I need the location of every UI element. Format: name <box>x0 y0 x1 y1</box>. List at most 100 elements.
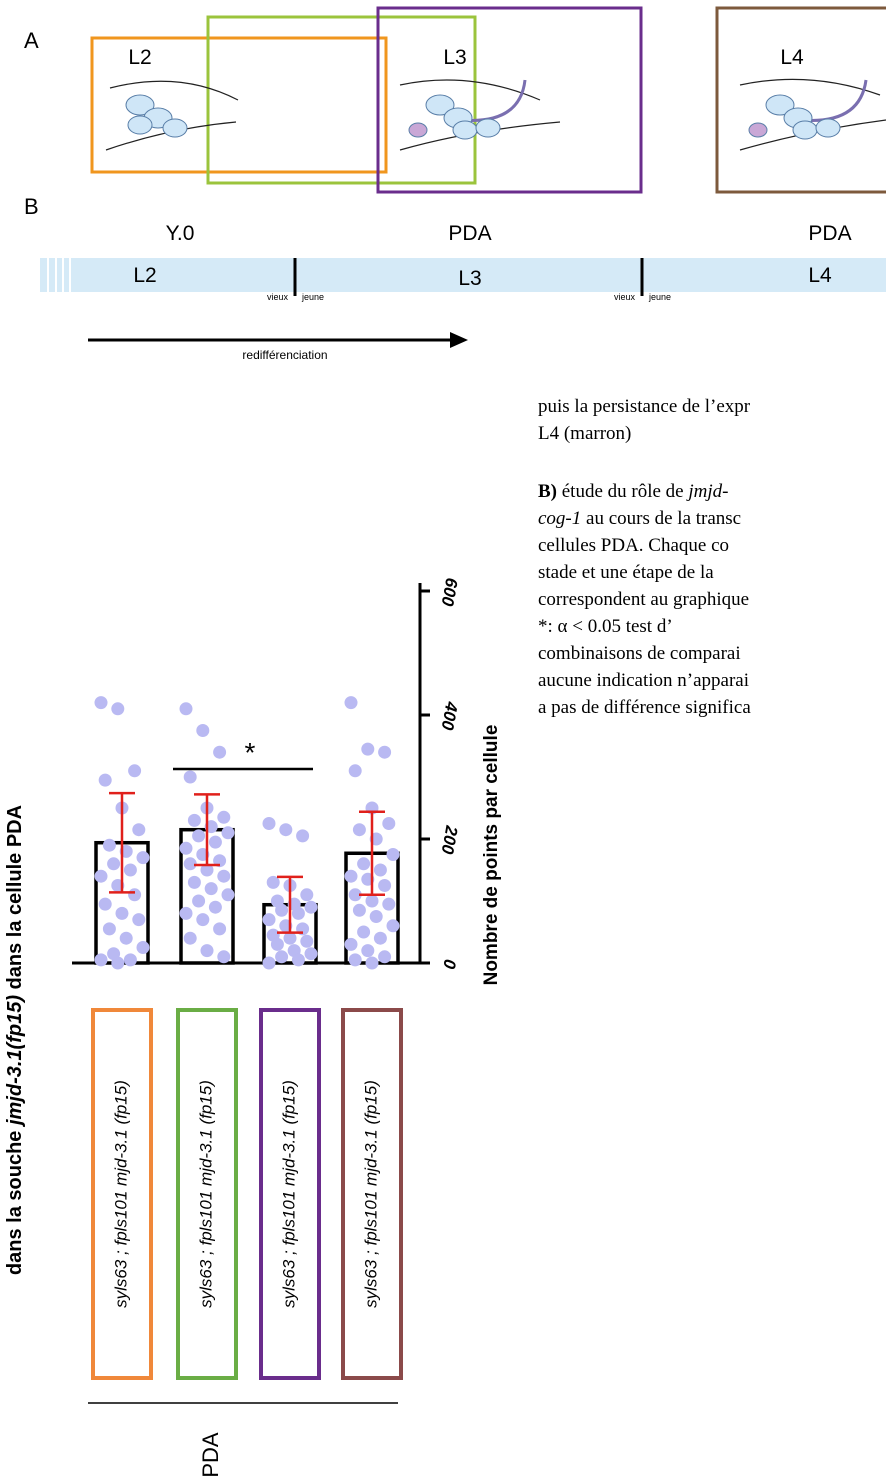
stage-box <box>206 15 477 185</box>
text-line: cellules PDA. Chaque co <box>538 535 729 556</box>
data-point <box>348 888 362 902</box>
data-point <box>196 913 210 927</box>
text-span: jmjd- <box>685 481 728 502</box>
data-point <box>107 857 121 871</box>
stage-box <box>376 6 643 194</box>
title-span: jmjd-3.1(fp15) <box>4 995 26 1128</box>
y-tick-label: 600 <box>438 576 462 608</box>
data-point <box>123 953 137 967</box>
text-line: aucune indication n’apparai <box>538 670 749 691</box>
text-block: puis la persistance de l’expr L4 (marron)… <box>538 396 751 718</box>
timeline <box>40 258 886 292</box>
significance-label: * <box>245 737 256 768</box>
text-line: stade et une étape de la <box>538 562 714 583</box>
data-point <box>348 953 362 967</box>
marker-label: jeune <box>301 292 324 302</box>
data-point <box>378 879 392 892</box>
data-point <box>179 841 193 855</box>
data-point <box>98 773 112 787</box>
group-label: PDA <box>198 1432 223 1478</box>
x-tick-label: syls63 ; fpls101 mjd-3.1 (fp15) <box>111 1080 130 1308</box>
data-point <box>94 869 108 883</box>
text-span: cog-1 <box>538 508 581 529</box>
data-point <box>98 897 112 911</box>
chart: 0 200 400 600 syls63 ; fpls101 mjd-3.1 (fp15… <box>4 576 502 1477</box>
data-point <box>200 944 214 958</box>
cells <box>125 94 841 140</box>
data-point <box>373 863 387 877</box>
data-point <box>361 742 375 756</box>
data-point <box>365 956 379 970</box>
data-point <box>221 826 235 840</box>
data-point <box>357 925 371 939</box>
data-point <box>352 823 366 837</box>
text-span: stade et une étape de la <box>538 562 714 583</box>
data-point <box>136 851 150 865</box>
category-box <box>176 1008 238 1380</box>
text-span: a pas de différence significa <box>538 697 751 718</box>
text-line: puis la persistance de l’expr <box>538 396 751 417</box>
data-point <box>378 745 392 759</box>
data-point <box>111 956 125 970</box>
data-point <box>196 724 210 737</box>
stage-box <box>715 6 886 194</box>
x-tick-label: syls63 ; fpls101 mjd-3.1 (fp15) <box>279 1080 298 1308</box>
data-point <box>213 922 227 936</box>
text-line: a pas de différence significa <box>538 697 751 718</box>
data-point <box>344 869 358 883</box>
data-point <box>386 848 400 861</box>
data-point <box>132 913 146 927</box>
text-span: L4 (marron) <box>538 423 631 444</box>
worm-drawings <box>105 78 886 151</box>
data-point <box>291 953 305 967</box>
data-point <box>344 696 358 710</box>
text-line: *: α < 0.05 test d’ <box>538 616 673 637</box>
data-point <box>304 947 318 961</box>
text-span: combinaisons de comparai <box>538 643 741 664</box>
text-line: B) étude du rôle de jmjd- <box>538 481 728 502</box>
data-point <box>208 835 222 849</box>
data-point <box>279 823 293 837</box>
data-point <box>183 770 197 784</box>
data-point <box>179 906 193 920</box>
text-line: L4 (marron) <box>538 423 631 444</box>
data-point <box>123 863 137 877</box>
arrow-label: redifférenciation <box>242 348 327 362</box>
data-point <box>102 838 116 852</box>
data-point <box>111 702 125 716</box>
data-point <box>357 857 371 871</box>
data-point <box>217 869 231 883</box>
title-span: dans la souche <box>4 1125 26 1275</box>
x-tick-label: syls63 ; fpls101 mjd-3.1 (fp15) <box>196 1080 215 1308</box>
x-tick-label: syls63 ; fpls101 mjd-3.1 (fp15) <box>361 1080 380 1308</box>
panel-label: A <box>24 28 39 53</box>
category-box <box>91 1008 153 1380</box>
text-span: aucune indication n’apparai <box>538 670 749 691</box>
side-title: dans la souche jmjd-3.1(fp15) dans la ce… <box>4 805 26 1275</box>
text-span: B) <box>538 481 557 502</box>
data-point <box>128 888 142 902</box>
data-point <box>221 888 235 902</box>
data-point <box>348 764 362 778</box>
data-point <box>352 903 366 917</box>
data-point <box>208 900 222 914</box>
text-span: au cours de la transc <box>581 508 741 529</box>
data-point <box>136 941 150 954</box>
data-point <box>361 944 375 958</box>
data-point <box>217 810 231 824</box>
data-point <box>217 950 231 964</box>
y-tick-label: 0 <box>439 958 459 971</box>
timeline-stripes <box>47 258 71 292</box>
data-point <box>304 900 318 914</box>
data-point <box>187 813 201 827</box>
data-point <box>275 950 289 964</box>
identity-label: PDA <box>448 222 491 245</box>
text-span: puis la persistance de l’expr <box>538 396 751 417</box>
data-point <box>119 931 133 945</box>
data-point <box>386 919 400 933</box>
text-span: cellules PDA. Chaque co <box>538 535 729 556</box>
data-point <box>296 829 310 843</box>
timeline-label: L2 <box>133 264 156 287</box>
